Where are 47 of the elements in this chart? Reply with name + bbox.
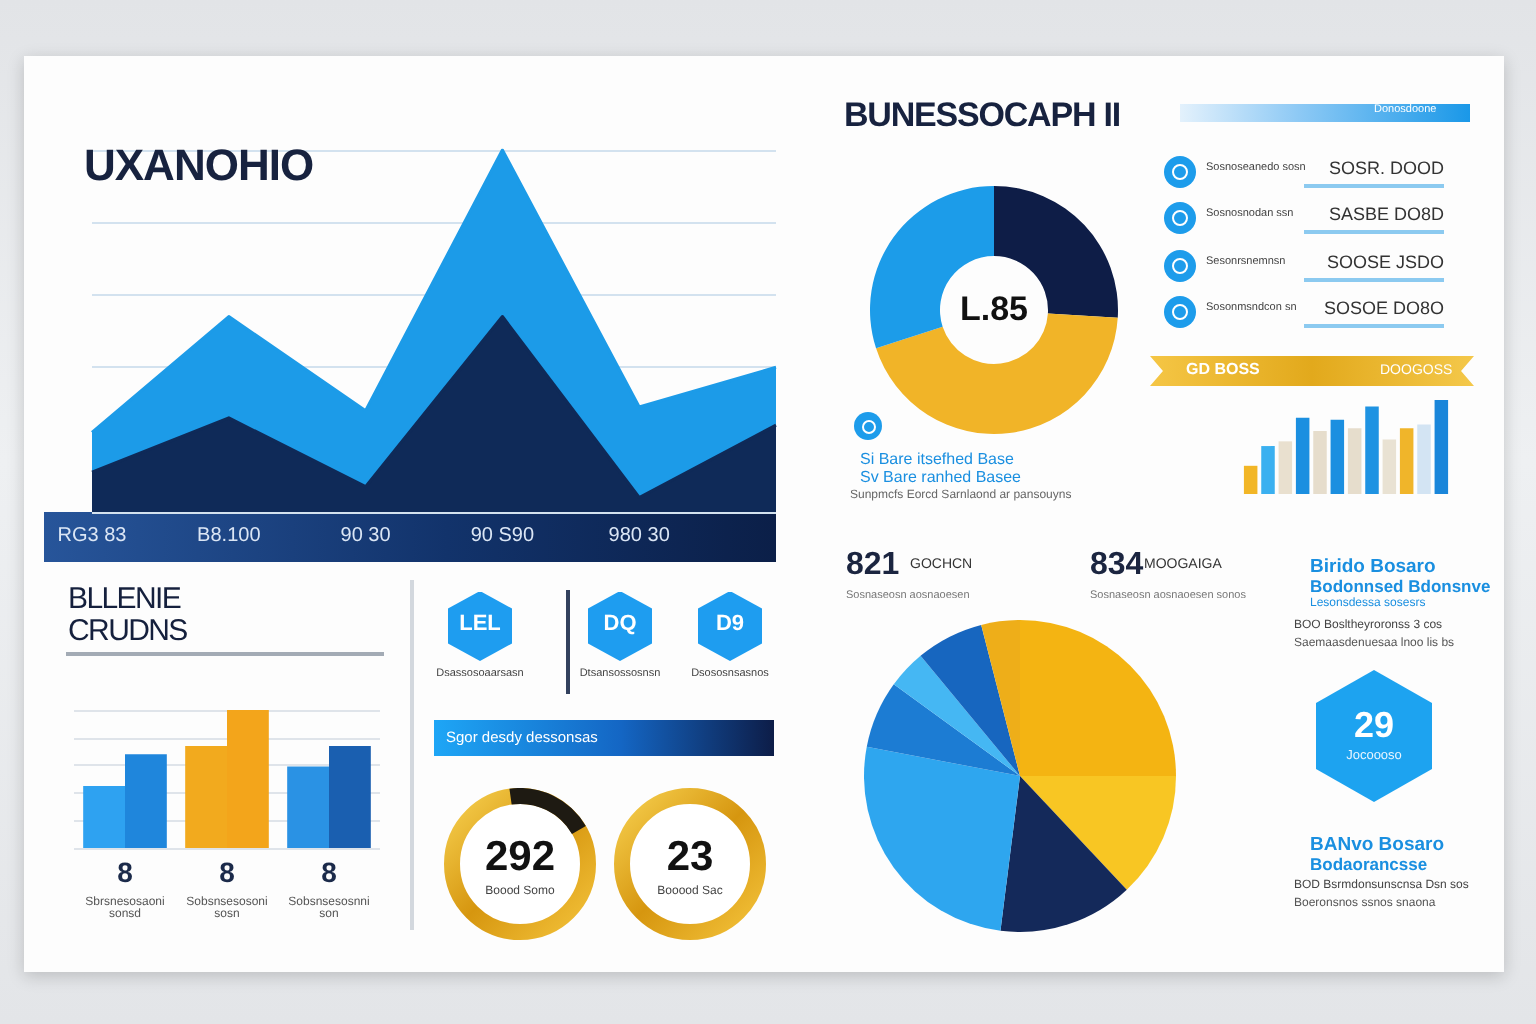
text: SOSOE DO8O [1323, 298, 1444, 319]
bar [83, 785, 125, 848]
chart-title: BUNESSOCAPH II [844, 96, 1121, 134]
bar [1278, 441, 1293, 494]
bar [287, 766, 329, 848]
bar [329, 745, 371, 848]
text: SASBE DO8D [1328, 204, 1444, 225]
text: 23 [666, 833, 714, 881]
chart-title: UXANOHIO [84, 140, 314, 190]
bar [1295, 417, 1310, 494]
text: Sv Bare ranhed Basee [860, 468, 1021, 487]
bar [1261, 446, 1275, 494]
text: SOOSE JSDO [1326, 252, 1444, 273]
text: Birido Bosaro [1310, 556, 1436, 578]
text: LEL [459, 612, 501, 638]
chart-title: GD BOSS [1186, 360, 1260, 379]
text: SOSR. DOOD [1328, 158, 1444, 179]
bar [1347, 428, 1362, 494]
chart-title: BLLENIE CRUDNS [68, 582, 189, 648]
text: 834 [1090, 548, 1144, 584]
bar [125, 754, 167, 848]
bar [1330, 419, 1345, 494]
text: D9 [715, 612, 745, 638]
bar [1313, 431, 1327, 494]
x-tick-label: RG3 83 [57, 525, 128, 547]
bar [1434, 400, 1449, 494]
x-tick-label: 8 [117, 856, 134, 888]
text: 292 [484, 833, 556, 881]
x-tick-label: 980 30 [608, 525, 671, 547]
bar [1382, 439, 1397, 494]
bar [1399, 428, 1414, 494]
text: Bodaorancsse [1310, 854, 1428, 874]
x-tick-label: 8 [321, 856, 338, 888]
text: L.85 [959, 290, 1029, 329]
text: DQ [603, 612, 637, 638]
x-tick-label: 90 30 [340, 525, 392, 547]
x-tick-label: 8 [219, 856, 236, 888]
bar [1365, 406, 1379, 494]
bar [1417, 424, 1431, 494]
text: BANvo Bosaro [1310, 834, 1445, 856]
text: 821 [846, 548, 900, 584]
bar [1243, 465, 1258, 494]
text: 29 [1353, 705, 1395, 746]
x-tick-label: 90 S90 [470, 525, 535, 547]
text: Bodonnsed Bdonsnve [1310, 576, 1491, 596]
text: Si Bare itsefhed Base [860, 450, 1014, 469]
x-tick-label: B8.100 [197, 525, 262, 547]
